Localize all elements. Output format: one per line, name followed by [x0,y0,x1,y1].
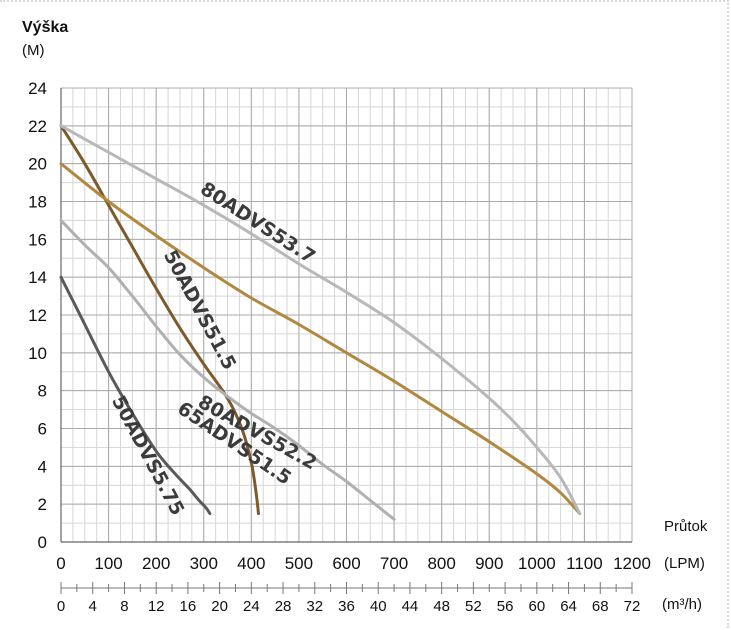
x-axis-label: Průtok [664,518,708,535]
x2-tick-label: 44 [402,598,419,615]
axes [60,88,633,594]
x-tick-label: 0 [56,554,65,573]
y-tick-label: 18 [28,193,47,212]
x-tick-label: 300 [190,554,218,573]
x-axis-unit: (LPM) [664,555,705,572]
y-tick-label: 24 [28,79,47,98]
y-tick-label: 12 [28,306,47,325]
series-line-80advs53-7 [59,124,582,516]
x-tick-label: 100 [94,554,122,573]
y-tick-label: 6 [38,420,47,439]
x2-tick-label: 72 [624,598,641,615]
y-tick-label: 10 [28,344,47,363]
x2-tick-label: 60 [528,598,545,615]
y-tick-label: 8 [38,382,47,401]
x2-tick-label: 56 [497,598,514,615]
x-tick-label: 1000 [518,554,556,573]
y-axis-label: Výška [22,19,68,36]
curve-labels: 80ADVS53.750ADVS51.580ADVS52.265ADVS51.5… [107,178,320,519]
x2-tick-label: 32 [306,598,323,615]
y-tick-label: 20 [28,155,47,174]
x2-tick-label: 40 [370,598,387,615]
x2-axis-unit: (m³/h) [662,596,702,613]
series-lines [59,124,582,521]
x-tick-label: 500 [285,554,313,573]
y-tick-label: 0 [38,533,47,552]
y-tick-label: 14 [28,268,47,287]
x2-tick-label: 12 [148,598,165,615]
y-tick-label: 16 [28,230,47,249]
x2-tick-label: 20 [211,598,228,615]
x2-tick-label: 24 [243,598,260,615]
x-tick-label: 400 [237,554,265,573]
x-tick-label: 800 [427,554,455,573]
x-tick-label: 1100 [566,554,603,573]
series-line-65advs51-5 [59,218,396,521]
x2-tick-label: 28 [275,598,292,615]
series-line-50advs5-75 [59,275,212,516]
x-tick-label: 1200 [613,554,651,573]
x2-tick-label: 8 [120,598,128,615]
y-tick-label: 22 [28,117,47,136]
y-tick-label: 4 [38,457,47,476]
x2-tick-label: 68 [592,598,609,615]
x2-tick-label: 0 [57,598,65,615]
x2-tick-label: 48 [433,598,450,615]
y-tick-label: 2 [38,495,47,514]
x2-tick-label: 4 [89,598,97,615]
x-tick-label: 600 [332,554,360,573]
x2-tick-label: 16 [180,598,197,615]
x2-tick-label: 64 [560,598,577,615]
y-axis-unit: (M) [22,42,45,59]
curve-label: 80ADVS53.7 [196,178,319,268]
x-tick-label: 200 [142,554,170,573]
x2-tick-label: 52 [465,598,482,615]
x2-tick-label: 36 [338,598,355,615]
x-tick-label: 700 [380,554,408,573]
series-line-80advs52-2 [59,162,582,516]
x-tick-label: 900 [475,554,503,573]
